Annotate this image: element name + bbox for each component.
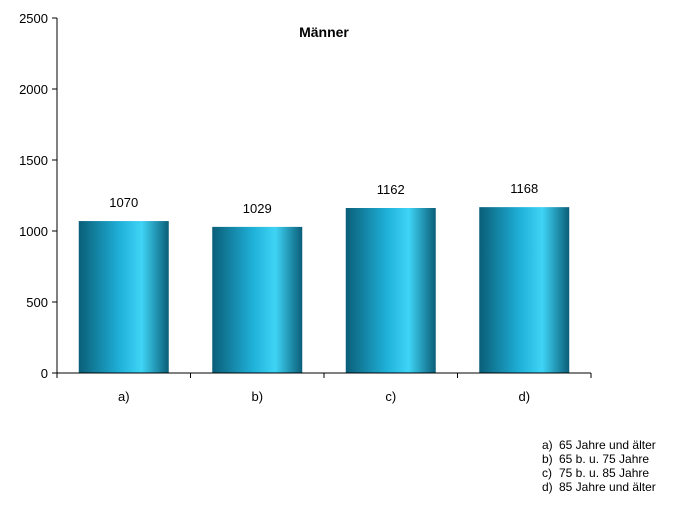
x-tick-label-4: d) (518, 389, 530, 404)
data-label-4: 1168 (510, 181, 538, 196)
x-tick-label-1: a) (118, 389, 130, 404)
bar-4 (479, 207, 570, 373)
legend-item-a: a) 65 Jahre und älter (542, 438, 656, 452)
data-label-1: 1070 (109, 195, 138, 210)
bar-1 (78, 221, 169, 373)
legend: a) 65 Jahre und älter b) 65 b. u. 75 Jahre… (542, 438, 656, 494)
legend-item-c: c) 75 b. u. 85 Jahre (542, 466, 650, 480)
y-tick-label-1: 0 (41, 366, 48, 381)
chart-title: Männer (299, 24, 349, 40)
bar-2 (212, 226, 303, 373)
axes: a) b) c) d) 0 500 1000 1500 2000 2500 (19, 11, 592, 404)
bar-3 (345, 207, 436, 373)
data-label-2: 1029 (243, 201, 272, 216)
bars: 1070 1029 1162 1168 (78, 181, 570, 373)
y-tick-label-6: 2500 (19, 11, 48, 26)
y-tick-label-3: 1000 (19, 224, 48, 239)
data-label-3: 1162 (377, 182, 405, 197)
legend-item-b: b) 65 b. u. 75 Jahre (542, 452, 650, 466)
y-tick-label-2: 500 (26, 295, 48, 310)
y-tick-label-4: 1500 (19, 153, 48, 168)
x-tick-label-3: c) (385, 389, 396, 404)
x-tick-label-2: b) (251, 389, 263, 404)
legend-item-d: d) 85 Jahre und älter (542, 480, 656, 494)
y-tick-label-5: 2000 (19, 82, 48, 97)
